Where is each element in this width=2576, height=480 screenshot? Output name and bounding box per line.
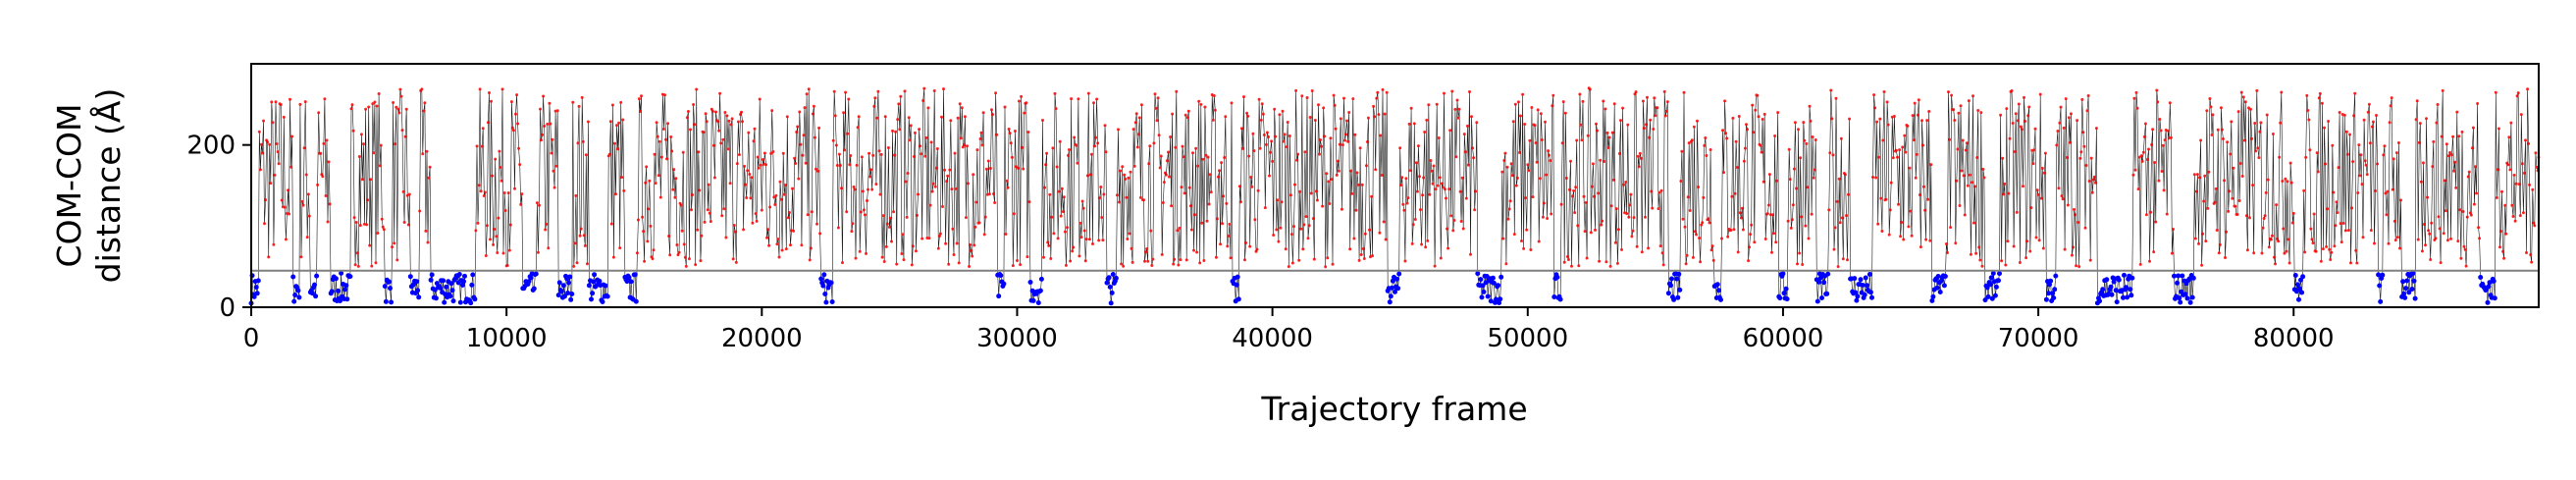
y-tick-label: 200 bbox=[186, 132, 236, 161]
x-tick-label: 40000 bbox=[1232, 324, 1313, 353]
y-axis-label: COM-COM distance (Å) bbox=[50, 88, 128, 284]
x-tick-label: 0 bbox=[243, 324, 260, 353]
x-tick-label: 80000 bbox=[2253, 324, 2335, 353]
x-axis-label: Trajectory frame bbox=[1260, 390, 1527, 428]
x-tick-label: 50000 bbox=[1487, 324, 1568, 353]
y-axis: 0 200 bbox=[186, 132, 251, 323]
x-axis: 0 10000 20000 30000 40000 50000 60000 70000 8000… bbox=[243, 307, 2335, 353]
unbound-points bbox=[257, 86, 2541, 269]
plot-frame bbox=[250, 63, 2540, 308]
x-tick-label: 20000 bbox=[721, 324, 803, 353]
x-tick-label: 10000 bbox=[466, 324, 548, 353]
x-tick-label: 60000 bbox=[1743, 324, 1824, 353]
y-axis-label-line-1: COM-COM bbox=[50, 104, 88, 268]
y-axis-label-line-2: distance (Å) bbox=[88, 88, 128, 284]
y-tick-label: 0 bbox=[219, 293, 236, 323]
x-tick-label: 30000 bbox=[976, 324, 1058, 353]
x-tick-label: 70000 bbox=[1998, 324, 2079, 353]
